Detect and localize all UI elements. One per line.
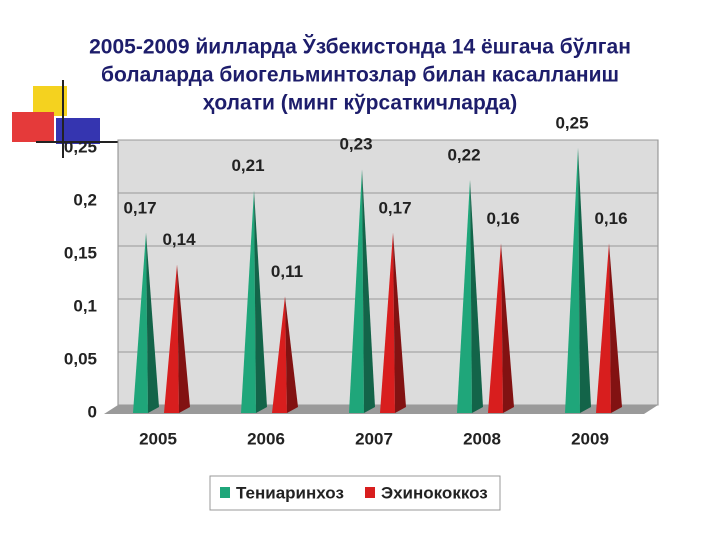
pyramid-side xyxy=(501,243,514,413)
pyramid xyxy=(565,148,591,413)
data-label: 0,22 xyxy=(447,145,480,164)
pyramid-side xyxy=(578,148,591,413)
pyramid-face xyxy=(565,148,580,413)
data-label: 0,14 xyxy=(162,230,196,249)
data-label: 0,21 xyxy=(231,156,264,175)
pyramid-side xyxy=(609,243,622,413)
y-tick-label: 0,05 xyxy=(64,349,97,368)
pyramid xyxy=(241,190,267,413)
pyramid-side xyxy=(254,190,267,413)
legend-swatch xyxy=(365,487,375,498)
pyramid-face xyxy=(133,232,148,413)
legend-swatch xyxy=(220,487,230,498)
x-tick-label: 2005 xyxy=(139,429,177,448)
pyramid-side xyxy=(362,169,375,413)
pyramid-face xyxy=(272,296,287,413)
x-tick-label: 2009 xyxy=(571,429,609,448)
y-tick-label: 0,25 xyxy=(64,137,97,156)
pyramid-face xyxy=(241,190,256,413)
pyramid xyxy=(488,243,514,413)
data-label: 0,17 xyxy=(378,198,411,217)
y-tick-label: 0,15 xyxy=(64,243,97,262)
pyramid xyxy=(133,232,159,413)
data-label: 0,17 xyxy=(123,198,156,217)
pyramid-side xyxy=(285,296,298,413)
legend xyxy=(209,475,501,511)
data-label: 0,23 xyxy=(339,135,372,154)
pyramid-side xyxy=(177,264,190,413)
pyramid xyxy=(164,264,190,413)
chart-title: ҳолати (минг кўрсаткичларда) xyxy=(203,92,518,115)
pyramid-face xyxy=(380,232,395,413)
pyramid-face xyxy=(596,243,611,413)
pyramid-face xyxy=(457,179,472,413)
pyramid-face xyxy=(488,243,503,413)
data-label: 0,25 xyxy=(555,113,588,132)
pyramid-face xyxy=(164,264,179,413)
pyramid-face xyxy=(349,169,364,413)
pyramid xyxy=(380,232,406,413)
pyramid xyxy=(457,179,483,413)
legend-label: Тениаринхоз xyxy=(236,483,344,502)
legend-label: Эхинококкоз xyxy=(381,483,488,502)
decor xyxy=(33,86,67,116)
pyramid-side xyxy=(470,179,483,413)
pyramid xyxy=(596,243,622,413)
pyramid-side xyxy=(146,232,159,413)
decor xyxy=(12,112,54,142)
y-tick-label: 0 xyxy=(88,402,97,421)
pyramid xyxy=(272,296,298,413)
data-label: 0,16 xyxy=(486,209,519,228)
pyramid xyxy=(349,169,375,413)
x-tick-label: 2006 xyxy=(247,429,285,448)
pyramid-side xyxy=(393,232,406,413)
data-label: 0,11 xyxy=(271,262,303,281)
data-label: 0,16 xyxy=(594,209,627,228)
chart-title: 2005-2009 йилларда Ўзбекистонда 14 ёшгач… xyxy=(89,35,631,59)
chart-title: болаларда биогельминтозлар билан касалла… xyxy=(101,64,619,87)
y-tick-label: 0,1 xyxy=(73,296,97,315)
x-tick-label: 2007 xyxy=(355,429,393,448)
y-tick-label: 0,2 xyxy=(73,190,97,209)
x-tick-label: 2008 xyxy=(463,429,501,448)
